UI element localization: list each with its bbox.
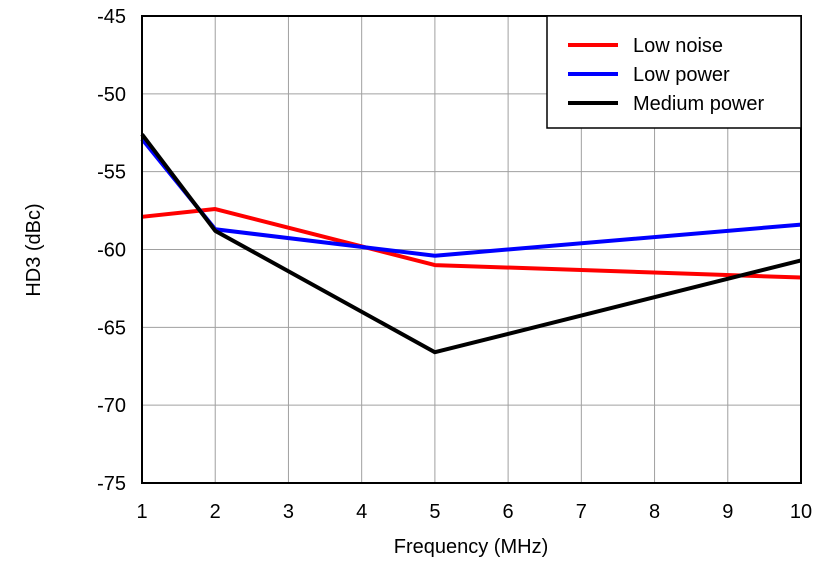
legend-label: Low noise [633,35,723,57]
x-tick-label: 5 [429,501,440,523]
x-tick-label: 3 [283,501,294,523]
y-axis-label: HD3 (dBc) [23,203,45,296]
x-tick-label: 1 [136,501,147,523]
y-tick-label: -50 [97,84,126,106]
x-tick-label: 8 [649,501,660,523]
y-tick-label: -70 [97,395,126,417]
legend: Low noise Low power Medium power [546,15,802,129]
x-tick-label: 10 [790,501,812,523]
plot-frame [141,15,802,484]
series-lines [140,133,802,355]
series-line-medium-power [140,133,802,355]
x-tick-label: 7 [576,501,587,523]
y-tick-label: -75 [97,473,126,495]
x-tick-label: 6 [503,501,514,523]
legend-label: Medium power [633,93,765,115]
tick-labels: 1 2 3 4 5 6 7 8 9 10 -45 -50 -55 -60 -65 -70 -75 [97,6,812,523]
y-tick-label: -65 [97,317,126,339]
x-tick-label: 2 [210,501,221,523]
y-tick-label: -55 [97,162,126,184]
x-tick-label: 4 [356,501,367,523]
legend-label: Low power [633,64,730,86]
y-tick-label: -60 [97,240,126,262]
y-tick-label: -45 [97,6,126,28]
x-axis-label: Frequency (MHz) [394,536,548,558]
series-line-low-power [140,137,802,258]
series-line-low-noise [141,207,802,280]
x-tick-label: 9 [722,501,733,523]
